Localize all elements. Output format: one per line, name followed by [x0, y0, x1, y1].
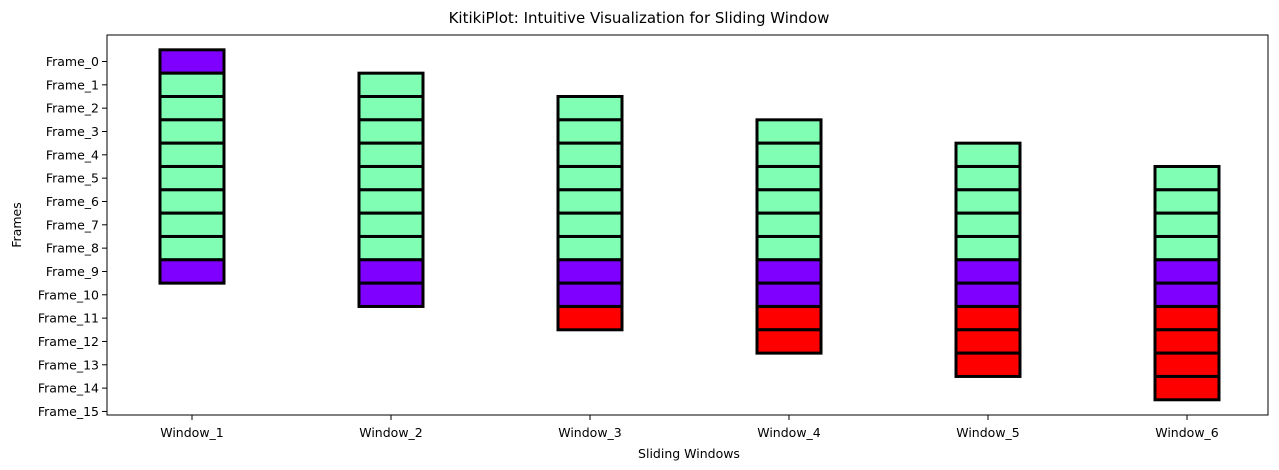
window-cell	[556, 258, 624, 285]
window-cell	[556, 118, 624, 145]
y-tick-label: Frame_3	[46, 124, 99, 139]
y-tick-label: Frame_1	[46, 77, 99, 92]
y-tick-label: Frame_10	[38, 287, 99, 302]
window-cell	[158, 164, 226, 192]
window-cell	[755, 211, 823, 238]
window-cell	[954, 304, 1022, 332]
x-axis-label: Sliding Windows	[638, 446, 740, 461]
window-cell	[755, 141, 823, 168]
y-tick-label: Frame_15	[38, 404, 99, 419]
window-cell	[755, 258, 823, 285]
window-cell	[1153, 211, 1221, 238]
window-cell	[158, 258, 226, 285]
window-cell	[158, 118, 226, 145]
window-cell	[954, 351, 1022, 378]
window-cell	[556, 304, 624, 332]
window-cell	[158, 94, 226, 122]
window-cell	[357, 234, 425, 262]
y-tick-label: Frame_13	[38, 357, 99, 372]
window-cell	[556, 281, 624, 308]
window-cell	[556, 234, 624, 262]
window-cell	[954, 234, 1022, 262]
x-tick-label: Window_1	[160, 425, 224, 440]
y-tick-label: Frame_11	[38, 311, 99, 326]
window-cell	[1153, 374, 1221, 402]
window-cell	[158, 188, 226, 215]
window-cell	[954, 164, 1022, 192]
window-cell	[158, 234, 226, 262]
window-cell	[1153, 304, 1221, 332]
window-cell	[357, 188, 425, 215]
window-cell	[1153, 328, 1221, 355]
window-cell	[755, 164, 823, 192]
cell-layer	[158, 48, 1221, 402]
plot-frame	[106, 34, 1269, 416]
window-cell	[755, 328, 823, 355]
window-cell	[1153, 351, 1221, 378]
window-cell	[755, 118, 823, 145]
window-cell	[755, 281, 823, 308]
window-cell	[755, 188, 823, 215]
window-cell	[158, 48, 226, 75]
window-cell	[357, 211, 425, 238]
window-cell	[1153, 188, 1221, 215]
y-tick-label: Frame_4	[46, 147, 99, 162]
x-tick-label: Window_6	[1155, 425, 1219, 440]
chart-title: KitikiPlot: Intuitive Visualization for …	[449, 9, 830, 27]
window-cell	[954, 258, 1022, 285]
window-cell	[954, 141, 1022, 168]
window-cell	[954, 188, 1022, 215]
window-cell	[954, 211, 1022, 238]
window-cell	[1153, 164, 1221, 192]
window-cell	[158, 211, 226, 238]
window-cell	[556, 94, 624, 122]
x-tick-label: Window_4	[757, 425, 821, 440]
y-tick-label: Frame_14	[38, 381, 99, 396]
window-cell	[755, 304, 823, 332]
window-cell	[357, 281, 425, 308]
window-cell	[357, 94, 425, 122]
y-tick-label: Frame_5	[46, 171, 99, 186]
y-tick-label: Frame_0	[46, 54, 99, 69]
y-tick-label: Frame_2	[46, 101, 99, 116]
window-cell	[556, 141, 624, 168]
window-cell	[1153, 258, 1221, 285]
y-tick-label: Frame_8	[46, 241, 99, 256]
window-cell	[954, 281, 1022, 308]
window-cell	[556, 188, 624, 215]
window-cell	[158, 71, 226, 98]
window-cell	[755, 234, 823, 262]
window-cell	[1153, 234, 1221, 262]
y-axis: Frame_0 Frame_1 Frame_2 Frame_3 Frame_4 Frame…	[38, 54, 107, 419]
window-cell	[357, 118, 425, 145]
window-cell	[556, 211, 624, 238]
x-tick-label: Window_5	[956, 425, 1020, 440]
x-axis: Window_1 Window_2 Window_3 Window_4 Window_5…	[160, 415, 1219, 440]
window-cell	[357, 164, 425, 192]
x-tick-label: Window_2	[359, 425, 423, 440]
window-cell	[357, 71, 425, 98]
window-cell	[357, 141, 425, 168]
x-tick-label: Window_3	[558, 425, 622, 440]
window-cell	[158, 141, 226, 168]
y-tick-label: Frame_9	[46, 264, 99, 279]
window-cell	[954, 328, 1022, 355]
window-cell	[357, 258, 425, 285]
y-axis-label: Frames	[9, 202, 24, 247]
y-tick-label: Frame_6	[46, 194, 99, 209]
y-tick-label: Frame_7	[46, 217, 99, 232]
window-cell	[1153, 281, 1221, 308]
y-tick-label: Frame_12	[38, 334, 99, 349]
window-cell	[556, 164, 624, 192]
